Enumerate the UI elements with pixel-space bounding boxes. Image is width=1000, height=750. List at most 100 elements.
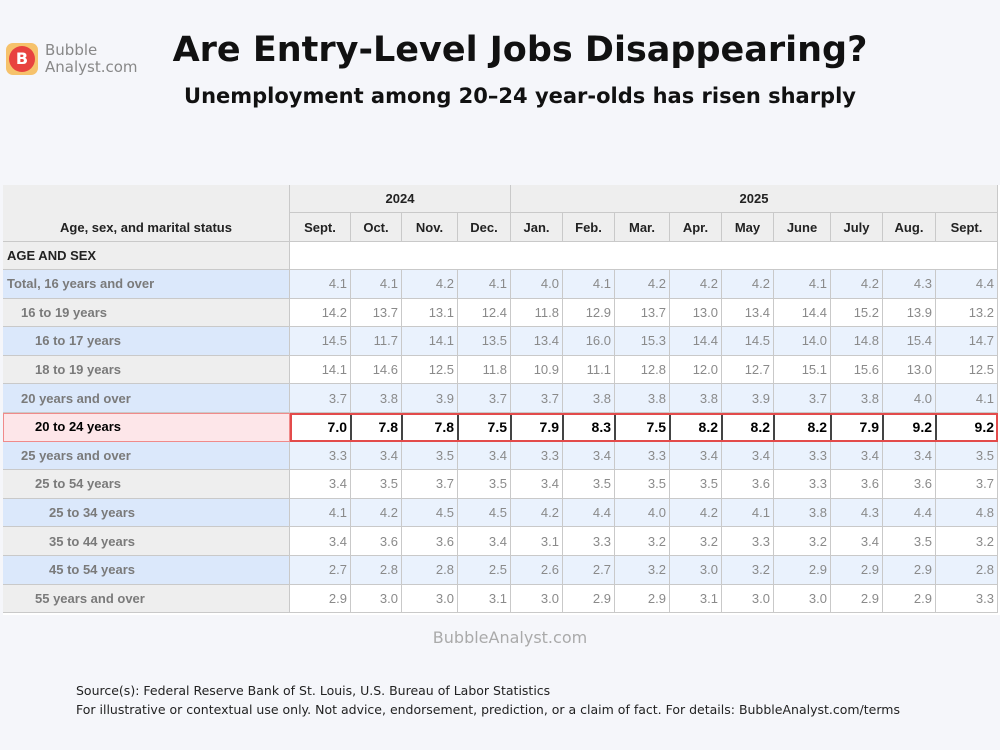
- month-header: Oct.: [351, 213, 402, 242]
- value-cell: 13.9: [883, 298, 936, 328]
- value-cell: 14.1: [402, 327, 458, 356]
- value-cell: 15.4: [883, 327, 936, 356]
- value-cell: 4.2: [615, 270, 670, 299]
- value-cell: 4.1: [936, 384, 998, 413]
- value-cell: 14.5: [290, 327, 351, 356]
- value-cell: 16.0: [563, 327, 615, 356]
- value-cell: 8.2: [722, 413, 774, 442]
- value-cell: 4.2: [402, 270, 458, 299]
- value-cell: 3.4: [458, 527, 511, 556]
- value-cell: 3.6: [351, 527, 402, 556]
- value-cell: 14.5: [722, 327, 774, 356]
- value-cell: 4.1: [458, 270, 511, 299]
- row-label: 18 to 19 years: [3, 355, 290, 385]
- row-label: 20 to 24 years: [3, 413, 290, 442]
- value-cell: 3.2: [722, 556, 774, 585]
- logo-text: Analyst.com: [45, 58, 138, 76]
- value-cell: 12.8: [615, 355, 670, 385]
- value-cell: 14.1: [290, 355, 351, 385]
- value-cell: 2.9: [883, 584, 936, 614]
- value-cell: 3.2: [615, 527, 670, 556]
- month-header: Feb.: [563, 213, 615, 242]
- row-label: 16 to 19 years: [3, 298, 290, 328]
- value-cell: 3.4: [290, 470, 351, 499]
- value-cell: 3.2: [615, 556, 670, 585]
- value-cell: 3.6: [883, 470, 936, 499]
- value-cell: 3.6: [722, 470, 774, 499]
- value-cell: 4.4: [883, 498, 936, 528]
- title: Are Entry-Level Jobs Disappearing?: [172, 30, 868, 70]
- value-cell: 7.8: [402, 413, 458, 442]
- value-cell: 3.4: [831, 441, 883, 471]
- value-cell: 3.3: [936, 584, 998, 614]
- value-cell: 2.9: [831, 556, 883, 585]
- value-cell: 4.1: [290, 498, 351, 528]
- value-cell: 7.5: [458, 413, 511, 442]
- data-table: Age, sex, and marital status 2024 Sept. Oct…: [3, 185, 1000, 615]
- value-cell: 3.2: [936, 527, 998, 556]
- month-header: Dec.: [458, 213, 511, 242]
- value-cell: 13.7: [351, 298, 402, 328]
- value-cell: 2.9: [883, 556, 936, 585]
- value-cell: 3.3: [511, 441, 563, 471]
- disclaimer: For illustrative or contextual use only.…: [76, 702, 900, 717]
- value-cell: 14.8: [831, 327, 883, 356]
- value-cell: 14.7: [936, 327, 998, 356]
- value-cell: 3.6: [831, 470, 883, 499]
- month-header: Apr.: [670, 213, 722, 242]
- value-cell: 9.2: [936, 413, 998, 442]
- value-cell: 3.5: [563, 470, 615, 499]
- month-header: June: [774, 213, 831, 242]
- value-cell: 3.4: [831, 527, 883, 556]
- value-cell: 3.1: [511, 527, 563, 556]
- value-cell: 3.4: [722, 441, 774, 471]
- value-cell: 3.7: [774, 384, 831, 413]
- value-cell: 11.8: [511, 298, 563, 328]
- value-cell: 12.4: [458, 298, 511, 328]
- value-cell: 3.7: [458, 384, 511, 413]
- value-cell: 15.3: [615, 327, 670, 356]
- value-cell: 3.3: [615, 441, 670, 471]
- value-cell: 7.5: [615, 413, 670, 442]
- value-cell: 8.2: [774, 413, 831, 442]
- value-cell: 13.0: [670, 298, 722, 328]
- value-cell: 3.7: [936, 470, 998, 499]
- value-cell: 14.4: [670, 327, 722, 356]
- value-cell: 3.4: [670, 441, 722, 471]
- value-cell: 3.5: [402, 441, 458, 471]
- value-cell: 3.5: [936, 441, 998, 471]
- row-label: 55 years and over: [3, 584, 290, 614]
- value-cell: 15.1: [774, 355, 831, 385]
- row-label: 16 to 17 years: [3, 327, 290, 356]
- value-cell: 3.8: [351, 384, 402, 413]
- value-cell: 11.7: [351, 327, 402, 356]
- value-cell: 13.4: [511, 327, 563, 356]
- value-cell: 4.5: [458, 498, 511, 528]
- value-cell: 3.8: [615, 384, 670, 413]
- value-cell: 3.5: [615, 470, 670, 499]
- value-cell: 3.0: [670, 556, 722, 585]
- value-cell: 3.4: [511, 470, 563, 499]
- value-cell: 2.8: [936, 556, 998, 585]
- month-header: May: [722, 213, 774, 242]
- value-cell: 4.2: [831, 270, 883, 299]
- value-cell: 2.9: [290, 584, 351, 614]
- value-cell: 14.4: [774, 298, 831, 328]
- value-cell: 13.4: [722, 298, 774, 328]
- value-cell: 3.8: [774, 498, 831, 528]
- value-cell: 3.0: [402, 584, 458, 614]
- value-cell: 3.9: [402, 384, 458, 413]
- row-label: 25 to 34 years: [3, 498, 290, 528]
- logo-text: Bubble: [45, 41, 98, 59]
- value-cell: 3.0: [511, 584, 563, 614]
- value-cell: 3.3: [774, 470, 831, 499]
- value-cell: 4.1: [563, 270, 615, 299]
- value-cell: 2.9: [774, 556, 831, 585]
- value-cell: 7.9: [831, 413, 883, 442]
- value-cell: 4.2: [670, 270, 722, 299]
- value-cell: 7.0: [290, 413, 351, 442]
- row-label: 45 to 54 years: [3, 556, 290, 585]
- year-header: 2024: [290, 185, 511, 213]
- value-cell: 2.5: [458, 556, 511, 585]
